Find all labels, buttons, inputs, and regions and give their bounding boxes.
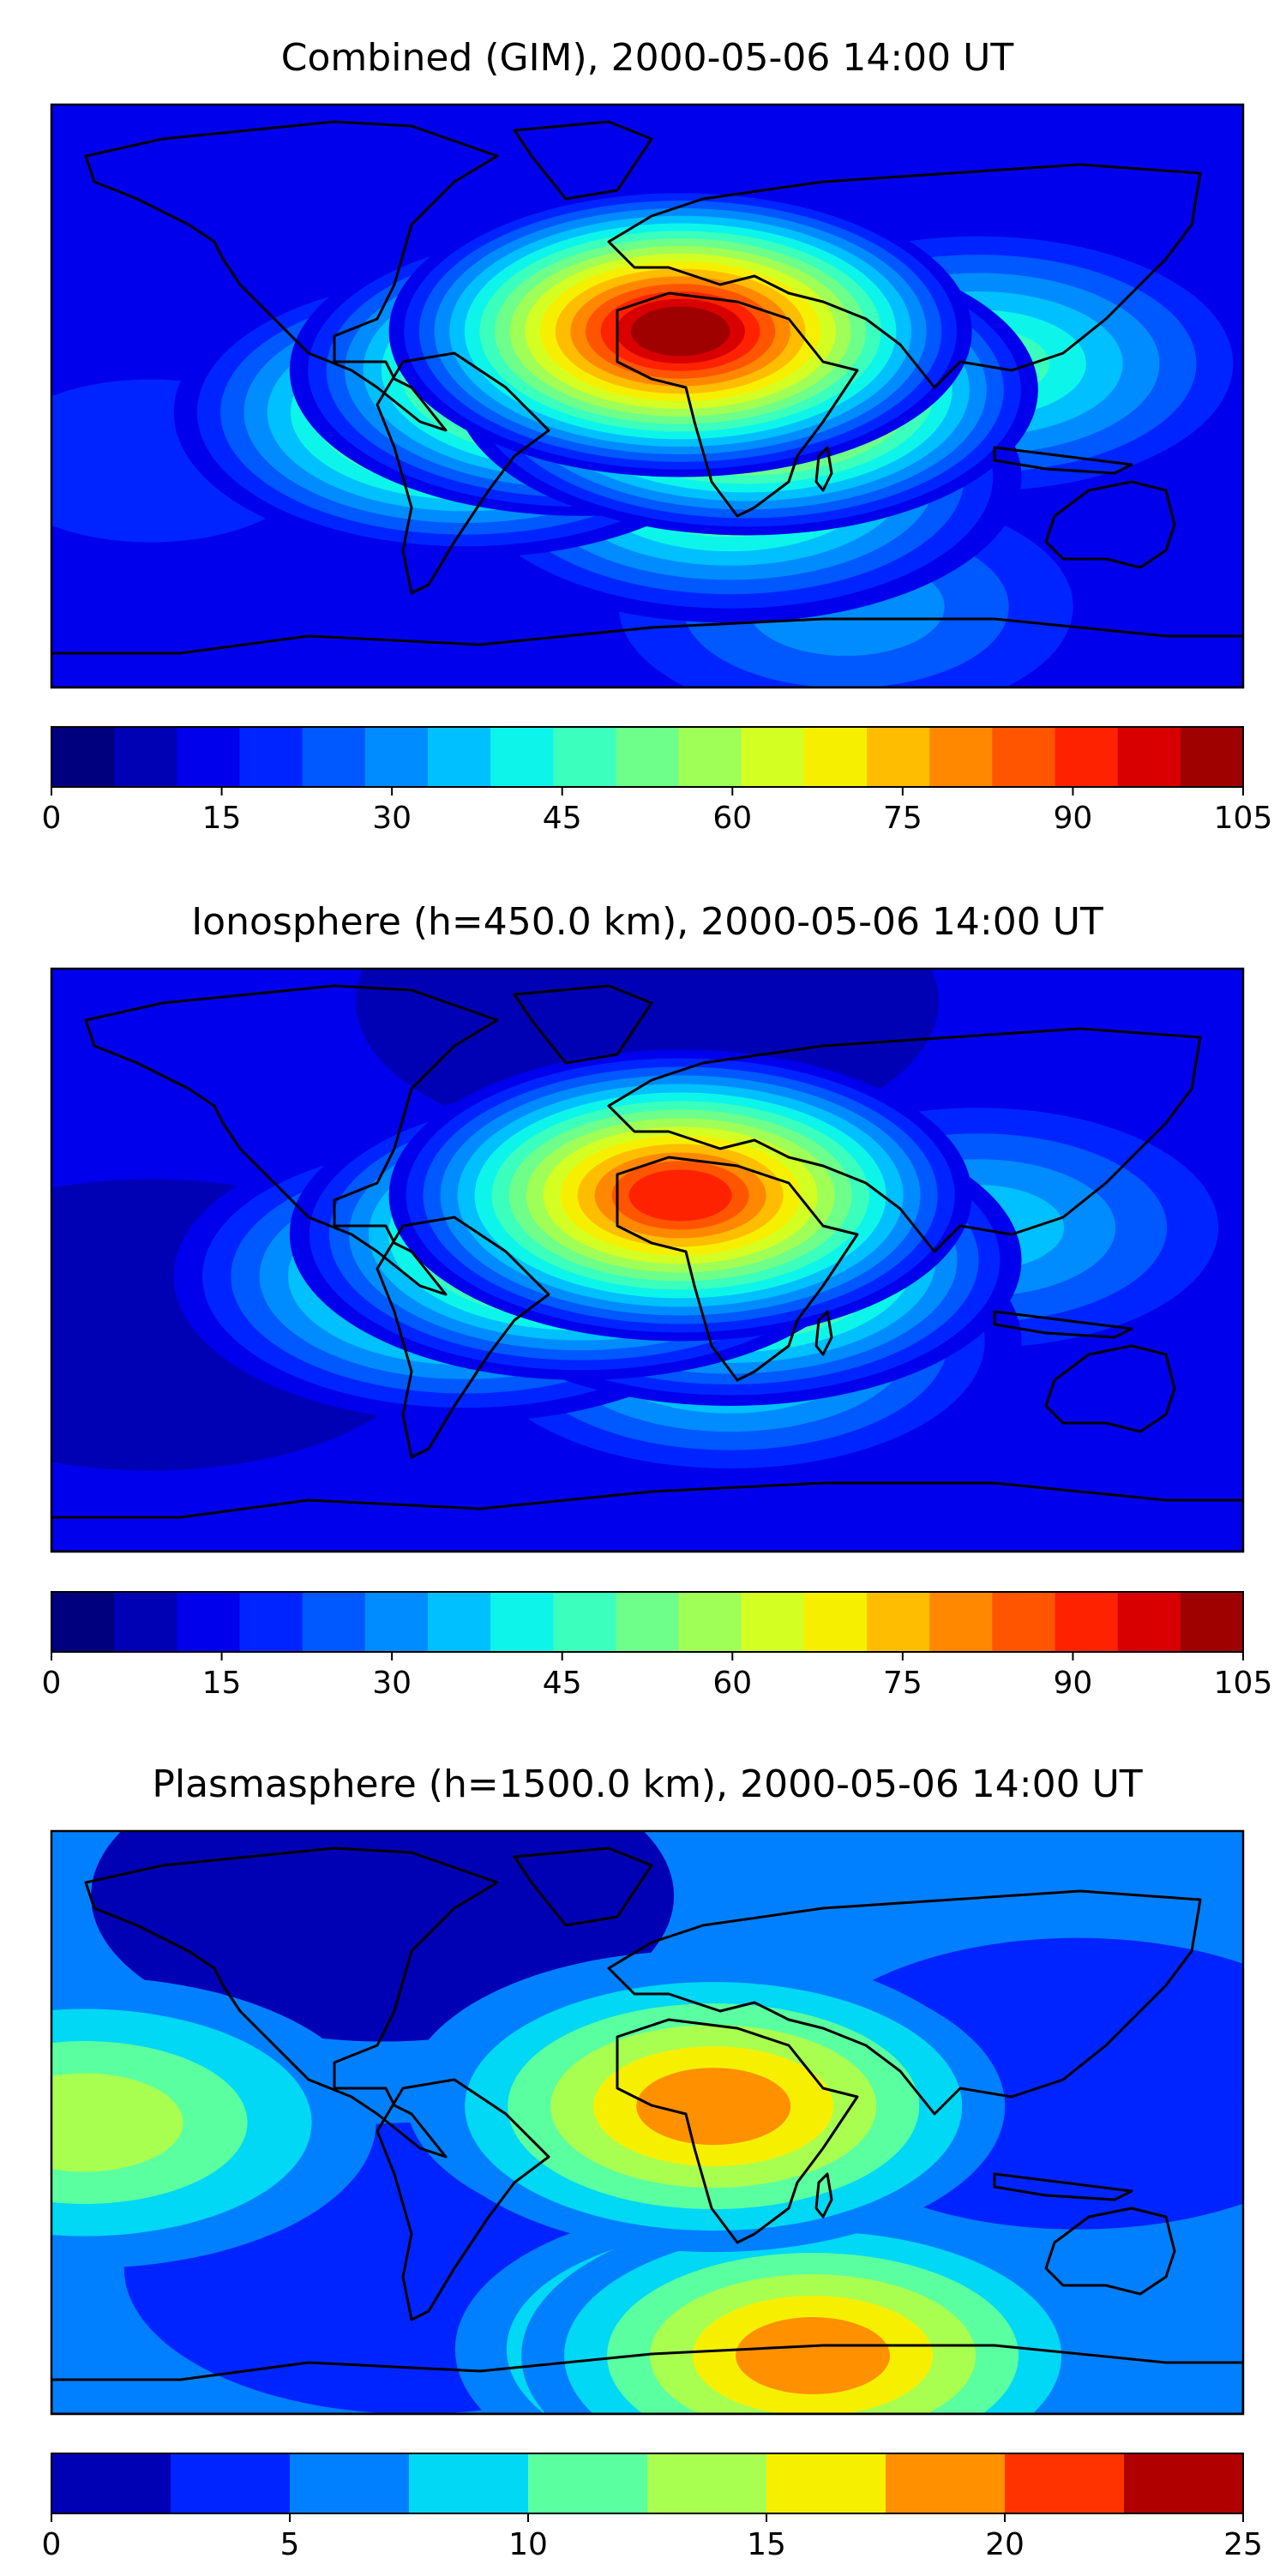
colorbar-segment [51,727,115,787]
panel-2: Ionosphere (h=450.0 km), 2000-05-06 14:0… [0,856,1272,1701]
colorbar-segment [804,727,868,787]
colorbar-segment [1181,1592,1244,1652]
colorbar-segment [867,727,930,787]
colorbar-segment [51,2453,171,2513]
colorbar-tick-label: 25 [1223,2527,1263,2562]
colorbar-segment [1124,2453,1244,2513]
colorbar-segment [428,1592,491,1652]
colorbar-segment [428,727,491,787]
colorbar-segment [239,1592,303,1652]
colorbar-segment [1181,727,1244,787]
colorbar-segment [679,1592,742,1652]
colorbar-segment [490,727,554,787]
contour-band [219,1815,545,1978]
colorbar-tick-label: 15 [747,2527,786,2562]
colorbar-segment [867,1592,930,1652]
colorbar-tick-label: 90 [1054,1666,1093,1701]
colorbar-segment [365,1592,429,1652]
panel-title: Ionosphere (h=450.0 km), 2000-05-06 14:0… [191,900,1103,944]
colorbar-tick-label: 45 [543,801,582,836]
colorbar: 0 15 30 45 60 75 90 105 [42,1592,1273,1701]
colorbar-segment [886,2453,1006,2513]
colorbar-segment [51,1592,115,1652]
colorbar-tick-label: 45 [543,1666,582,1701]
colorbar-tick-label: 0 [42,2527,62,2562]
colorbar-segment [616,1592,679,1652]
colorbar-tick-label: 60 [712,1666,752,1701]
contour-band [629,1169,732,1221]
colorbar-tick-label: 30 [372,1666,412,1701]
colorbar-segment [1055,727,1119,787]
colorbar-tick-label: 15 [202,1666,242,1701]
colorbar-segment [528,2453,648,2513]
panel-title: Plasmasphere (h=1500.0 km), 2000-05-06 1… [152,1762,1142,1806]
contour-band [631,307,730,357]
colorbar-tick-label: 10 [508,2527,548,2562]
colorbar-segment [1005,2453,1125,2513]
colorbar-tick-label: 75 [883,1666,922,1701]
colorbar-segment [303,1592,366,1652]
colorbar-segment [1118,727,1181,787]
contour-band [736,2317,890,2394]
colorbar-segment [553,727,616,787]
colorbar: 0 5 10 15 20 25 [42,2453,1263,2562]
map-area [0,1750,1286,2501]
colorbar-segment [804,1592,868,1652]
colorbar-segment [365,727,429,787]
colorbar-segment [239,727,303,787]
colorbar-segment [177,727,240,787]
colorbar-segment [742,727,805,787]
colorbar-tick-label: 75 [883,801,922,836]
colorbar-segment [766,2453,886,2513]
colorbar-tick-label: 30 [372,801,412,836]
colorbar-segment [647,2453,767,2513]
colorbar-segment [1055,1592,1119,1652]
colorbar-segment [171,2453,291,2513]
colorbar-tick-label: 5 [280,2527,300,2562]
colorbar-tick-label: 0 [42,1666,62,1701]
colorbar-tick-label: 60 [712,801,752,836]
colorbar-tick-label: 0 [42,801,62,836]
colorbar-segment [992,727,1055,787]
colorbar-segment [929,1592,993,1652]
colorbar-tick-label: 105 [1214,801,1273,836]
colorbar-segment [992,1592,1055,1652]
colorbar-tick-label: 20 [985,2527,1025,2562]
colorbar-tick-label: 105 [1214,1666,1273,1701]
colorbar-segment [742,1592,805,1652]
panel-3: Plasmasphere (h=1500.0 km), 2000-05-06 1… [0,1750,1286,2562]
colorbar: 0 15 30 45 60 75 90 105 [42,727,1273,836]
colorbar-segment [114,727,177,787]
colorbar-tick-label: 15 [202,801,242,836]
panel-title: Combined (GIM), 2000-05-06 14:00 UT [281,36,1014,80]
map-area [0,0,1270,753]
panel-1: Combined (GIM), 2000-05-06 14:00 UT 0 15 30… [0,0,1272,836]
colorbar-segment [290,2453,410,2513]
colorbar-segment [303,727,366,787]
colorbar-segment [553,1592,616,1652]
colorbar-segment [616,727,679,787]
colorbar-segment [114,1592,177,1652]
colorbar-tick-label: 90 [1054,801,1093,836]
colorbar-segment [1118,1592,1181,1652]
colorbar-segment [177,1592,240,1652]
colorbar-segment [929,727,993,787]
colorbar-segment [409,2453,529,2513]
colorbar-segment [490,1592,554,1652]
colorbar-segment [679,727,742,787]
